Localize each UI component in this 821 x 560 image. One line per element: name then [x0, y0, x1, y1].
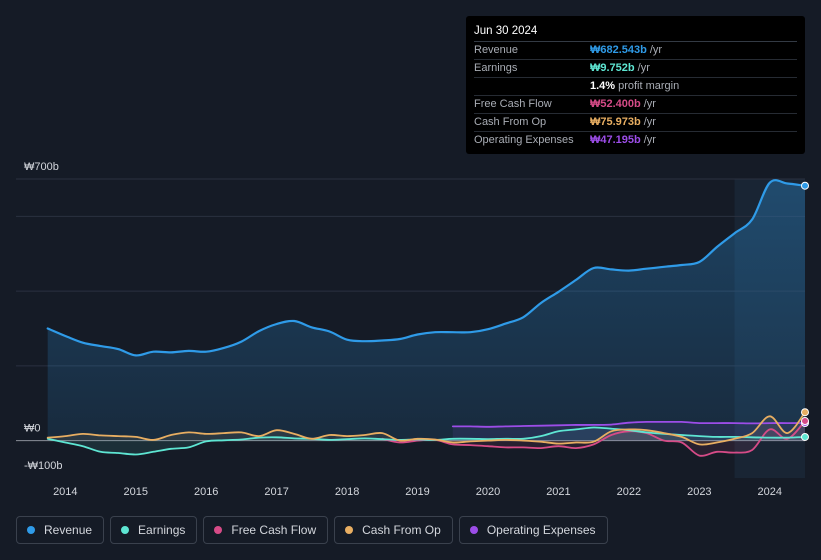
- x-tick-label: 2015: [124, 486, 148, 498]
- tooltip-row-free-cash-flow: Free Cash Flow ₩52.400b /yr: [474, 96, 797, 114]
- cash-from-op-end-marker: [801, 408, 809, 417]
- cash-from-op-line: [46, 411, 806, 446]
- tooltip-unit: /yr: [643, 116, 656, 128]
- x-tick-label: 2018: [335, 486, 359, 498]
- tooltip-label: Revenue: [474, 44, 519, 56]
- tooltip-row-cash-from-op: Cash From Op ₩75.973b /yr: [474, 114, 797, 132]
- series-lines: [46, 179, 807, 457]
- revenue-line: [46, 179, 807, 357]
- tooltip-unit: /yr: [643, 98, 656, 110]
- area-fills: [47, 180, 805, 456]
- tooltip-row-revenue: Revenue ₩682.543b /yr: [474, 42, 797, 60]
- tooltip-unit: profit margin: [618, 80, 680, 92]
- series-end-markers: [801, 181, 809, 441]
- y-tick-label: -₩100b: [24, 460, 63, 472]
- legend-label: Cash From Op: [362, 523, 441, 537]
- revenue-end-marker: [801, 181, 809, 190]
- free-cash-flow-end-marker: [801, 417, 809, 426]
- legend-item-cash-from-op[interactable]: Cash From Op: [334, 516, 453, 544]
- tooltip-value-revenue: ₩682.543b: [590, 44, 647, 56]
- tooltip-label: [474, 78, 590, 95]
- y-axis-labels: ₩700b ₩0 -₩100b: [24, 161, 63, 472]
- x-tick-label: 2014: [53, 486, 77, 498]
- x-tick-label: 2024: [758, 486, 782, 498]
- legend-label: Free Cash Flow: [231, 523, 317, 537]
- tooltip-value-cash-from-op: ₩75.973b: [590, 116, 641, 128]
- legend-label: Operating Expenses: [486, 523, 596, 537]
- legend-item-free-cash-flow[interactable]: Free Cash Flow: [203, 516, 329, 544]
- x-tick-label: 2022: [617, 486, 641, 498]
- x-tick-label: 2017: [264, 486, 288, 498]
- legend-item-earnings[interactable]: Earnings: [110, 516, 198, 544]
- x-axis-labels: 2014 2015 2016 2017 2018 2019 2020 2021 2022 2023…: [53, 486, 782, 498]
- x-tick-label: 2021: [546, 486, 570, 498]
- tooltip-panel: Jun 30 2024 Revenue ₩682.543b /yr Earnin…: [466, 16, 805, 154]
- operating-expenses-line: [451, 420, 806, 428]
- tooltip-unit: /yr: [637, 62, 650, 74]
- tooltip-unit: /yr: [649, 44, 663, 56]
- x-tick-label: 2023: [687, 486, 711, 498]
- x-tick-label: 2019: [405, 486, 429, 498]
- tooltip-row-operating-expenses: Operating Expenses ₩47.195b /yr: [474, 132, 797, 149]
- tooltip-value-profit-margin: 1.4%: [590, 80, 616, 92]
- legend-label: Revenue: [44, 523, 93, 537]
- legend-dot-icon: [469, 526, 478, 534]
- y-tick-label: ₩700b: [24, 161, 59, 173]
- tooltip-row-earnings: Earnings ₩9.752b /yr: [474, 60, 797, 78]
- tooltip-value-free-cash-flow: ₩52.400b: [590, 98, 641, 110]
- tooltip-label: Operating Expenses: [474, 134, 574, 146]
- x-tick-label: 2020: [476, 486, 500, 498]
- legend-item-operating-expenses[interactable]: Operating Expenses: [458, 516, 608, 544]
- legend-dot-icon: [27, 526, 35, 534]
- tooltip-label: Earnings: [474, 62, 518, 74]
- free-cash-flow-area: [382, 421, 805, 456]
- free-cash-flow-line: [381, 420, 806, 457]
- tooltip-label: Cash From Op: [474, 116, 547, 128]
- earnings-end-marker: [801, 432, 809, 441]
- legend-dot-icon: [214, 526, 223, 534]
- legend-dot-icon: [121, 526, 130, 534]
- tooltip-date: Jun 30 2024: [474, 24, 797, 42]
- legend-label: Earnings: [138, 523, 186, 537]
- legend: Revenue Earnings Free Cash Flow Cash Fro…: [16, 516, 608, 544]
- legend-item-revenue[interactable]: Revenue: [16, 516, 105, 544]
- tooltip-row-profit-margin: 1.4% profit margin: [474, 78, 797, 96]
- tooltip-value-earnings: ₩9.752b: [590, 62, 635, 74]
- tooltip-unit: /yr: [643, 134, 656, 146]
- legend-dot-icon: [345, 526, 354, 534]
- tooltip-value-operating-expenses: ₩47.195b: [590, 134, 641, 146]
- y-tick-label: ₩0: [24, 423, 41, 435]
- x-tick-label: 2016: [194, 486, 218, 498]
- revenue-area: [47, 180, 805, 441]
- tooltip-label: Free Cash Flow: [474, 98, 552, 110]
